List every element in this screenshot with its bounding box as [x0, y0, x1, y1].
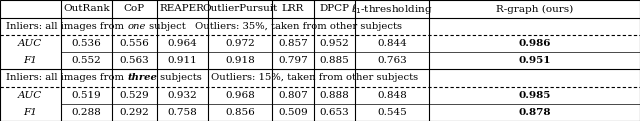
Text: three: three [127, 73, 157, 82]
Text: F1: F1 [24, 108, 37, 117]
Text: Inliers: all images from: Inliers: all images from [6, 22, 127, 31]
Text: 0.288: 0.288 [72, 108, 101, 117]
Text: 0.844: 0.844 [377, 39, 407, 48]
Text: 0.857: 0.857 [278, 39, 308, 48]
Text: 0.918: 0.918 [225, 56, 255, 65]
Text: REAPER: REAPER [160, 4, 205, 13]
Text: AUC: AUC [19, 39, 42, 48]
Text: R-graph (ours): R-graph (ours) [496, 4, 573, 14]
Text: 0.552: 0.552 [72, 56, 101, 65]
Text: 0.848: 0.848 [377, 91, 407, 100]
Text: subject   Outliers: 35%, taken from other subjects: subject Outliers: 35%, taken from other … [146, 22, 402, 31]
Text: subjects   Outliers: 15%, taken from other subjects: subjects Outliers: 15%, taken from other… [157, 73, 419, 82]
Text: 0.972: 0.972 [225, 39, 255, 48]
Text: OutRank: OutRank [63, 4, 109, 13]
Text: 0.856: 0.856 [225, 108, 255, 117]
Text: AUC: AUC [19, 91, 42, 100]
Text: one: one [127, 22, 146, 31]
Text: 0.292: 0.292 [120, 108, 149, 117]
Text: 0.968: 0.968 [225, 91, 255, 100]
Text: 0.797: 0.797 [278, 56, 308, 65]
Text: 0.911: 0.911 [168, 56, 197, 65]
Text: 0.888: 0.888 [319, 91, 349, 100]
Text: 0.653: 0.653 [319, 108, 349, 117]
Text: 0.951: 0.951 [518, 56, 550, 65]
Text: 0.952: 0.952 [319, 39, 349, 48]
Text: 0.986: 0.986 [518, 39, 550, 48]
Text: 0.758: 0.758 [168, 108, 197, 117]
Text: 0.563: 0.563 [120, 56, 149, 65]
Text: 0.536: 0.536 [72, 39, 101, 48]
Text: $\ell_1$-thresholding: $\ell_1$-thresholding [351, 2, 433, 16]
Text: DPCP: DPCP [319, 4, 349, 13]
Text: 0.878: 0.878 [518, 108, 550, 117]
Text: 0.985: 0.985 [518, 91, 550, 100]
Text: 0.964: 0.964 [168, 39, 197, 48]
Text: 0.556: 0.556 [120, 39, 149, 48]
Text: OutlierPursuit: OutlierPursuit [202, 4, 278, 13]
Text: F1: F1 [24, 56, 37, 65]
Text: 0.509: 0.509 [278, 108, 308, 117]
Text: 0.529: 0.529 [120, 91, 149, 100]
Text: 0.545: 0.545 [377, 108, 407, 117]
Text: 0.519: 0.519 [72, 91, 101, 100]
Text: 0.763: 0.763 [377, 56, 407, 65]
Text: Inliers: all images from: Inliers: all images from [6, 73, 127, 82]
Text: CoP: CoP [124, 4, 145, 13]
Text: LRR: LRR [282, 4, 304, 13]
Text: 0.932: 0.932 [168, 91, 197, 100]
Text: 0.885: 0.885 [319, 56, 349, 65]
Text: 0.807: 0.807 [278, 91, 308, 100]
